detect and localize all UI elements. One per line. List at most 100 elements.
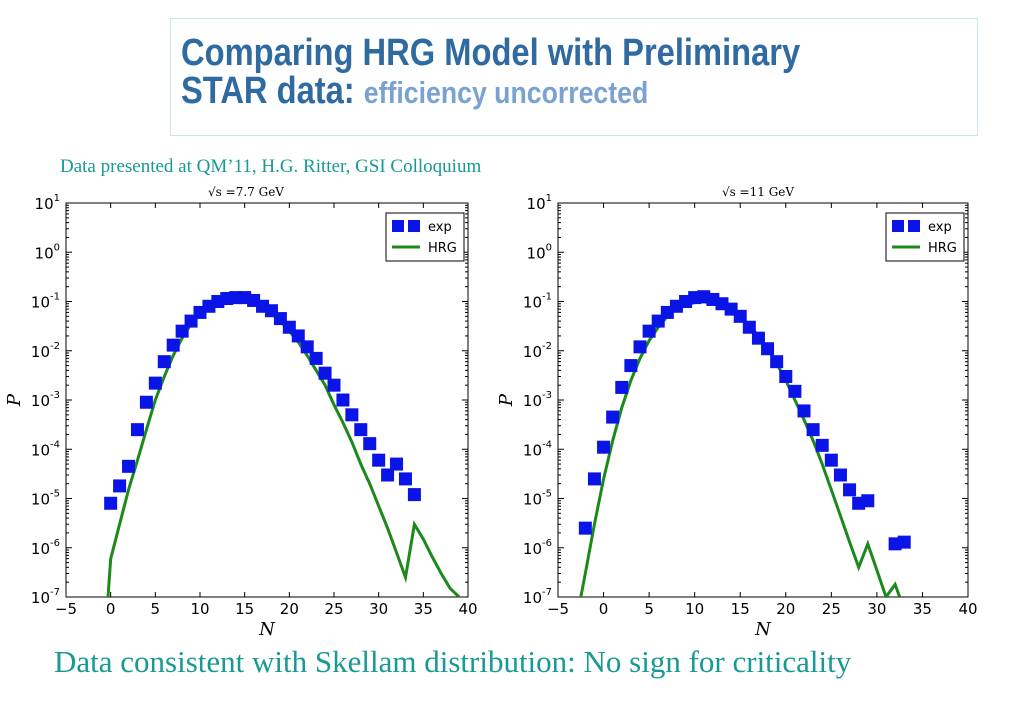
y-tick-label: 10-5 bbox=[523, 489, 552, 509]
x-tick-label: 40 bbox=[958, 600, 977, 618]
slide-title-line2: STAR data: efficiency uncorrected bbox=[181, 71, 648, 113]
x-tick-label: −5 bbox=[547, 600, 569, 618]
exp-data-point bbox=[130, 423, 144, 437]
x-tick-label: 40 bbox=[458, 600, 477, 618]
exp-data-point bbox=[390, 457, 404, 471]
hrg-curve bbox=[579, 300, 902, 597]
x-tick-label: 15 bbox=[235, 600, 254, 618]
x-axis-label: N bbox=[754, 619, 772, 640]
chart-11-gev: √s =11 GeV −5 0 5 10 15 20 25 30 35 40 10-7 10-6 10-5… bbox=[496, 185, 978, 640]
source-note: Data presented at QM’11, H.G. Ritter, GS… bbox=[60, 156, 482, 177]
chart-title: √s =11 GeV bbox=[722, 185, 794, 199]
y-tick-label: 100 bbox=[527, 242, 552, 262]
legend-exp-marker bbox=[392, 220, 404, 232]
y-tick-label: 10-6 bbox=[523, 538, 552, 558]
x-tick-label: 0 bbox=[106, 600, 116, 618]
x-tick-label: 25 bbox=[324, 600, 343, 618]
y-tick-label: 10-2 bbox=[31, 341, 60, 361]
y-tick-label: 10-7 bbox=[523, 587, 552, 607]
exp-data-point bbox=[166, 338, 180, 352]
x-tick-label: 20 bbox=[280, 600, 299, 618]
exp-data-point bbox=[624, 359, 638, 373]
exp-data-point bbox=[407, 488, 421, 502]
exp-data-point bbox=[139, 395, 153, 409]
exp-data-point bbox=[336, 393, 350, 407]
x-tick-label: 25 bbox=[822, 600, 841, 618]
legend: exp HRG bbox=[385, 212, 465, 262]
exp-data-point bbox=[642, 324, 656, 338]
exp-data-point bbox=[300, 340, 314, 354]
y-axis-label: P bbox=[496, 393, 517, 407]
exp-data-point bbox=[788, 384, 802, 398]
exp-data-point bbox=[345, 408, 359, 422]
y-tick-label: 101 bbox=[35, 193, 60, 213]
exp-data-point bbox=[309, 351, 323, 365]
exp-data-point bbox=[291, 329, 305, 343]
exp-data-point bbox=[363, 437, 377, 451]
exp-data-point bbox=[861, 494, 875, 508]
exp-data-point bbox=[761, 342, 775, 356]
y-tick-label: 10-6 bbox=[31, 538, 60, 558]
x-tick-label: 30 bbox=[369, 600, 388, 618]
exp-data-point bbox=[148, 376, 162, 390]
chart-title: √s =7.7 GeV bbox=[208, 185, 284, 199]
exp-data-point bbox=[104, 496, 118, 510]
exp-data-point bbox=[824, 453, 838, 467]
x-tick-label: 35 bbox=[913, 600, 932, 618]
exp-data-point bbox=[779, 370, 793, 384]
slide-title: Comparing HRG Model with Preliminary bbox=[181, 32, 801, 74]
conclusion-text: Data consistent with Skellam distributio… bbox=[54, 644, 852, 679]
y-tick-label: 10-4 bbox=[523, 439, 552, 459]
exp-data-point bbox=[157, 355, 171, 369]
exp-data-point bbox=[318, 366, 332, 380]
slide-title-main: STAR data: bbox=[181, 70, 355, 112]
exp-data-point bbox=[327, 378, 341, 392]
legend-exp-marker bbox=[908, 220, 920, 232]
chart-7-7-gev: √s =7.7 GeV −5 0 5 10 15 20 25 30 35 40 10-7 10-6 10-… bbox=[4, 185, 478, 640]
exp-data-point bbox=[733, 309, 747, 323]
exp-data-point bbox=[806, 423, 820, 437]
exp-data-point bbox=[578, 521, 592, 535]
x-tick-label: 15 bbox=[731, 600, 750, 618]
exp-data-point bbox=[372, 453, 386, 467]
exp-data-point bbox=[381, 468, 395, 482]
legend-exp-marker bbox=[408, 220, 420, 232]
x-tick-label: 10 bbox=[685, 600, 704, 618]
exp-data-point bbox=[797, 404, 811, 418]
x-tick-label: 5 bbox=[151, 600, 161, 618]
y-tick-label: 10-7 bbox=[31, 587, 60, 607]
exp-data-point bbox=[597, 440, 611, 454]
exp-data-point bbox=[843, 483, 857, 497]
exp-data-point bbox=[122, 459, 136, 473]
exp-data-point bbox=[742, 320, 756, 334]
x-tick-label: 5 bbox=[644, 600, 654, 618]
exp-data-point bbox=[175, 324, 189, 338]
hrg-curve bbox=[106, 299, 461, 597]
exp-data-point bbox=[113, 479, 127, 493]
y-tick-label: 10-1 bbox=[523, 292, 552, 312]
exp-data-point bbox=[615, 380, 629, 394]
series-group bbox=[104, 291, 461, 597]
exp-data-point bbox=[815, 438, 829, 452]
legend: exp HRG bbox=[885, 212, 965, 262]
exp-data-point bbox=[587, 472, 601, 486]
exp-data-point bbox=[770, 355, 784, 369]
exp-data-point bbox=[751, 331, 765, 345]
exp-data-point bbox=[606, 410, 620, 424]
y-tick-label: 10-5 bbox=[31, 489, 60, 509]
legend-label-hrg: HRG bbox=[928, 241, 957, 256]
exp-data-point bbox=[354, 423, 368, 437]
y-tick-label: 10-4 bbox=[31, 439, 60, 459]
legend-label-exp: exp bbox=[428, 220, 452, 235]
x-tick-label: 20 bbox=[776, 600, 795, 618]
y-tick-label: 10-2 bbox=[523, 341, 552, 361]
y-tick-label: 10-3 bbox=[523, 390, 552, 410]
y-tick-label: 100 bbox=[35, 242, 60, 262]
title-box: Comparing HRG Model with Preliminary STA… bbox=[170, 18, 978, 136]
series-group bbox=[578, 290, 911, 597]
plot-frame bbox=[65, 202, 469, 598]
exp-data-point bbox=[398, 472, 412, 486]
legend-box bbox=[385, 212, 465, 262]
legend-exp-marker bbox=[892, 220, 904, 232]
x-tick-label: 30 bbox=[867, 600, 886, 618]
